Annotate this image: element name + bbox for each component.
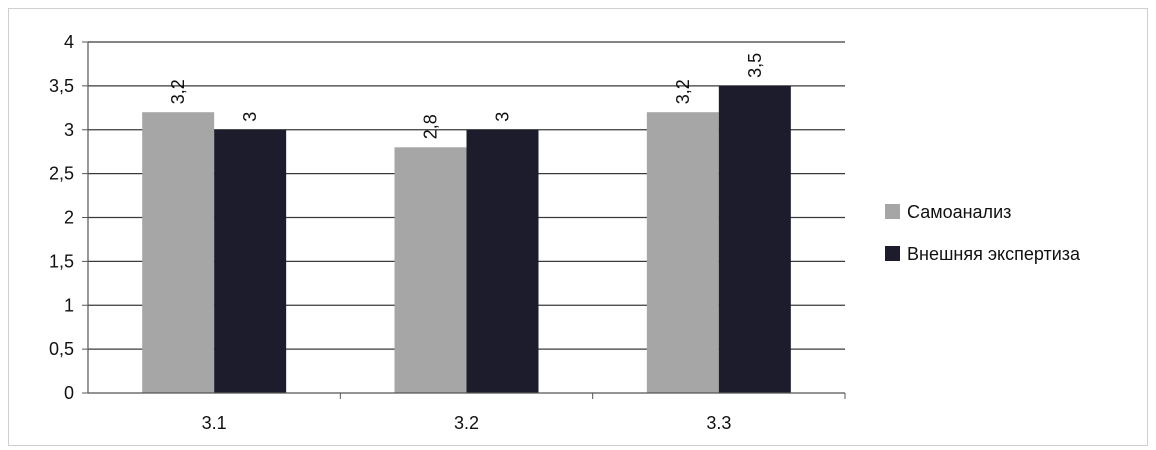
y-tick-label: 3,5 [49,76,74,96]
data-labels: 3,2 3 2,8 3 3,2 3,5 [168,53,765,139]
y-tick-label: 3 [64,120,74,140]
bar [718,85,791,393]
bar [214,129,287,393]
y-tick-label: 2,5 [49,164,74,184]
legend-swatch [885,204,900,219]
x-category-label: 3.2 [454,413,479,433]
data-label: 3 [493,112,513,122]
data-label: 3,2 [168,79,188,104]
data-label: 2,8 [421,114,441,139]
axes: 0 0,5 1 1,5 2 2,5 3 3,5 4 3.1 3.2 3.3 [49,32,846,433]
y-tick-label: 2 [64,208,74,228]
legend-label: Внешняя экспертиза [907,244,1081,264]
bar [646,112,719,393]
y-tick-label: 1 [64,295,74,315]
y-tick-label: 4 [64,32,74,52]
legend-swatch [885,246,900,261]
y-tick-label: 1,5 [49,251,74,271]
legend-label: Самоанализ [907,202,1011,222]
legend: Самоанализ Внешняя экспертиза [885,202,1081,264]
bar [142,112,215,393]
data-label: 3 [240,112,260,122]
data-label: 3,5 [745,53,765,78]
bar [466,129,539,393]
y-tick-label: 0,5 [49,339,74,359]
x-category-label: 3.3 [706,413,731,433]
bar [394,147,467,393]
y-tick-label: 0 [64,383,74,403]
bars [142,85,791,393]
data-label: 3,2 [673,79,693,104]
x-category-label: 3.1 [202,413,227,433]
